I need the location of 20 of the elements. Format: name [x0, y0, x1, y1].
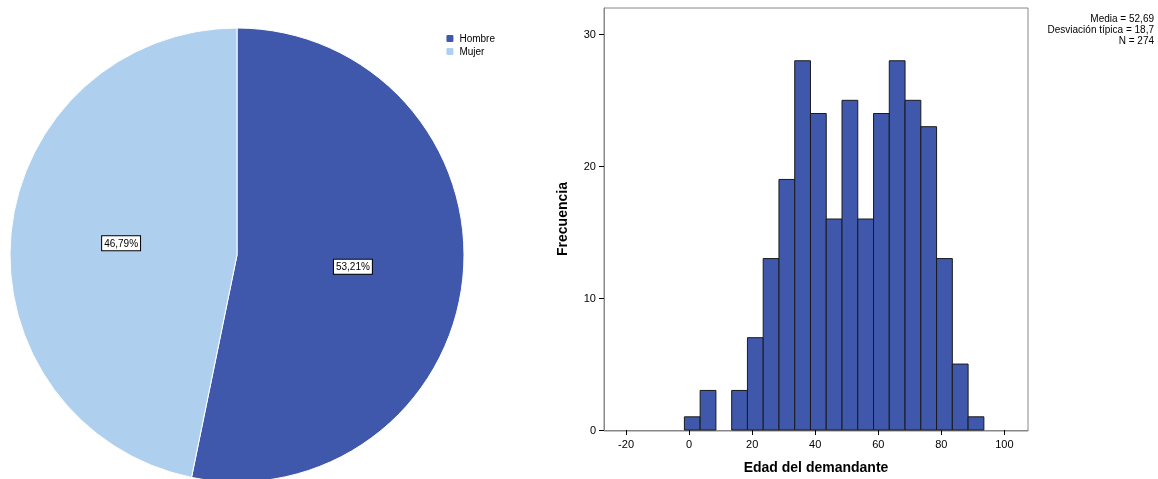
x-tick-label: -20 — [618, 437, 635, 450]
x-axis-title: Edad del demandante — [743, 459, 889, 475]
legend-label: Mujer — [459, 46, 486, 57]
data-label: 46,79% — [104, 237, 139, 249]
x-tick-label: 80 — [935, 437, 948, 450]
y-axis-title: Frecuencia — [554, 181, 570, 256]
y-tick-label: 0 — [589, 424, 596, 436]
y-tick-label: 10 — [583, 292, 596, 305]
text: Media = 52,69 — [1090, 12, 1155, 24]
x-tick-label: 0 — [686, 437, 693, 450]
y-tick-label: 30 — [583, 28, 596, 41]
legend-label: Hombre — [459, 33, 496, 44]
x-tick-label: 20 — [746, 437, 759, 450]
y-tick-label: 20 — [583, 160, 596, 173]
text: Desviación típica = 18,7 — [1047, 23, 1155, 35]
x-tick-label: 60 — [872, 437, 885, 450]
text: N = 274 — [1118, 34, 1155, 46]
data-label: 53,21% — [335, 261, 370, 273]
x-tick-label: 100 — [995, 437, 1014, 450]
x-tick-label: 40 — [809, 437, 822, 450]
